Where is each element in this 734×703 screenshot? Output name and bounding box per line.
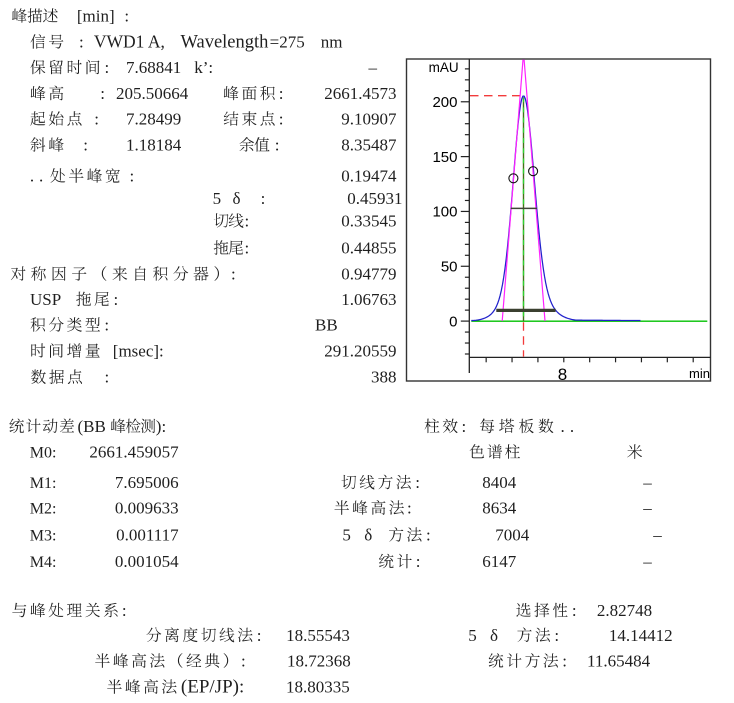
svg-text:k’:: k’: — [194, 58, 213, 77]
svg-text::: : — [407, 499, 412, 518]
svg-text::: : — [279, 110, 284, 129]
svg-text:δ: δ — [490, 626, 498, 645]
svg-text::: : — [100, 84, 105, 103]
svg-text:7.68841: 7.68841 — [126, 58, 181, 77]
svg-text::: : — [572, 601, 577, 620]
svg-text:0.33545: 0.33545 — [341, 211, 396, 230]
svg-text:11.65484: 11.65484 — [587, 652, 651, 671]
svg-text:–: – — [652, 526, 662, 545]
svg-text::: : — [104, 316, 109, 335]
svg-text:200: 200 — [432, 94, 457, 111]
svg-text:9.10907: 9.10907 — [341, 110, 397, 129]
svg-text:0.45931: 0.45931 — [347, 189, 402, 208]
svg-text::: : — [257, 626, 262, 645]
svg-text::: : — [241, 652, 246, 671]
svg-text::: : — [462, 417, 467, 436]
svg-text:M0:: M0: — [30, 445, 57, 462]
svg-text:205.50664: 205.50664 — [116, 84, 189, 103]
svg-text:0.44855: 0.44855 — [341, 239, 396, 258]
svg-text:mAU: mAU — [429, 60, 459, 75]
svg-text::: : — [231, 265, 236, 284]
svg-text:–: – — [642, 473, 652, 492]
svg-text:[msec]:: [msec]: — [113, 342, 164, 361]
svg-text::: : — [554, 626, 559, 645]
svg-text:150: 150 — [432, 149, 457, 166]
svg-text:δ: δ — [364, 526, 372, 545]
svg-text:):: ): — [156, 417, 166, 436]
svg-text:.: . — [39, 167, 43, 186]
svg-text:8.35487: 8.35487 — [341, 136, 397, 155]
svg-text:14.14412: 14.14412 — [609, 626, 673, 645]
svg-text:18.80335: 18.80335 — [286, 678, 350, 697]
svg-text:2.82748: 2.82748 — [597, 601, 652, 620]
svg-text:388: 388 — [371, 368, 397, 387]
svg-text::: : — [562, 652, 567, 671]
svg-text:100: 100 — [432, 204, 457, 221]
svg-text:0.19474: 0.19474 — [341, 167, 397, 186]
svg-text::: : — [130, 167, 135, 186]
svg-text:18.55543: 18.55543 — [286, 626, 350, 645]
svg-text::: : — [275, 136, 280, 155]
svg-text:Wavelength: Wavelength — [181, 33, 269, 53]
svg-text::: : — [83, 136, 88, 155]
svg-text:8634: 8634 — [482, 499, 517, 518]
svg-text:7004: 7004 — [495, 526, 530, 545]
svg-text::: : — [79, 33, 84, 52]
svg-text:7.28499: 7.28499 — [126, 110, 181, 129]
svg-text:7.695006: 7.695006 — [115, 473, 179, 492]
svg-text::: : — [94, 110, 99, 129]
svg-text:50: 50 — [441, 259, 458, 276]
svg-text::: : — [124, 7, 129, 26]
svg-text:5: 5 — [213, 189, 222, 208]
svg-text:0.94779: 0.94779 — [341, 265, 396, 284]
svg-text::: : — [245, 239, 250, 258]
svg-text:1.18184: 1.18184 — [126, 136, 182, 155]
svg-text:0.009633: 0.009633 — [115, 499, 179, 518]
svg-text:0: 0 — [449, 313, 457, 330]
svg-text:δ: δ — [233, 189, 241, 208]
svg-text:(BB: (BB — [78, 417, 106, 436]
svg-text:VWD1 A,: VWD1 A, — [94, 32, 165, 52]
svg-text:.: . — [561, 417, 565, 436]
svg-text::: : — [122, 601, 127, 620]
svg-text:BB: BB — [315, 316, 338, 335]
svg-text:275: 275 — [279, 33, 305, 52]
svg-text:5: 5 — [342, 526, 351, 545]
svg-text:8: 8 — [558, 365, 567, 384]
svg-text::: : — [426, 526, 431, 545]
svg-text:[min]: [min] — [77, 7, 115, 26]
svg-text:nm: nm — [321, 33, 343, 52]
svg-text:6147: 6147 — [482, 552, 517, 571]
svg-text:M2:: M2: — [30, 501, 57, 518]
svg-text::: : — [245, 211, 250, 230]
svg-text::: : — [105, 368, 110, 387]
svg-text:291.20559: 291.20559 — [324, 342, 396, 361]
svg-text:1.06763: 1.06763 — [341, 290, 396, 309]
svg-text:–: – — [642, 552, 652, 571]
svg-text:5: 5 — [468, 626, 477, 645]
svg-text:min: min — [689, 366, 710, 381]
svg-text::: : — [114, 290, 119, 309]
svg-text:USP: USP — [30, 290, 61, 309]
svg-text:0.001054: 0.001054 — [115, 552, 179, 571]
svg-text:2661.459057: 2661.459057 — [89, 443, 179, 462]
svg-text::: : — [416, 552, 421, 571]
svg-text:–: – — [368, 58, 378, 77]
svg-text:8404: 8404 — [482, 473, 517, 492]
svg-text::: : — [279, 84, 284, 103]
svg-text:.: . — [570, 417, 574, 436]
svg-text::: : — [415, 473, 420, 492]
svg-text:(EP/JP):: (EP/JP): — [181, 677, 244, 698]
svg-text::: : — [105, 58, 110, 77]
svg-text:M4:: M4: — [30, 554, 57, 571]
svg-text:=: = — [270, 33, 280, 52]
svg-text:M1:: M1: — [30, 475, 57, 492]
svg-text:.: . — [30, 167, 34, 186]
svg-text:0.001117: 0.001117 — [116, 526, 179, 545]
svg-text::: : — [261, 189, 266, 208]
svg-text:2661.4573: 2661.4573 — [324, 84, 396, 103]
svg-text:M3:: M3: — [30, 528, 57, 545]
svg-text:–: – — [642, 499, 652, 518]
svg-text:18.72368: 18.72368 — [287, 652, 351, 671]
